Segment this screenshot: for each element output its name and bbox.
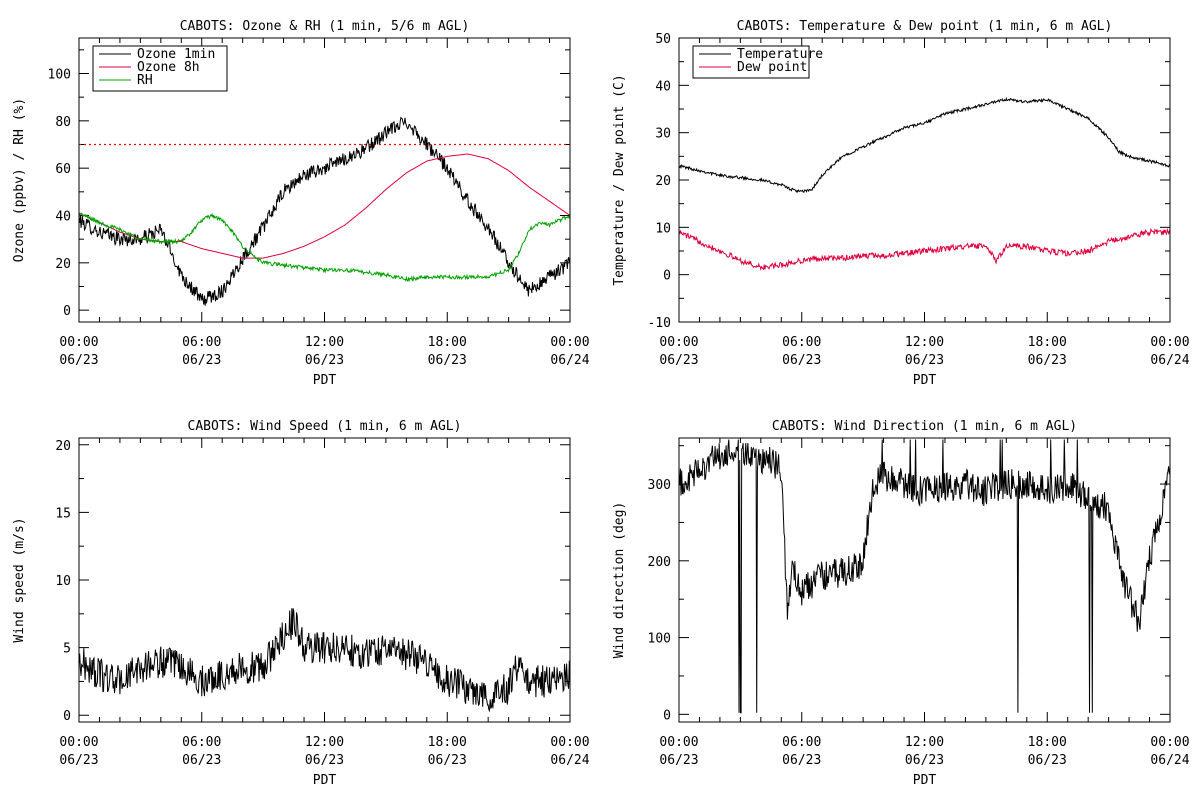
y-tick-label: 0 bbox=[663, 269, 671, 284]
plot-frame bbox=[678, 437, 1171, 723]
x-tick-label-date: 06/23 bbox=[659, 753, 698, 768]
x-tick-label-time: 18:00 bbox=[428, 335, 467, 350]
chart-title: CABOTS: Wind Direction (1 min, 6 m AGL) bbox=[772, 419, 1077, 434]
x-tick-label-time: 18:00 bbox=[1028, 335, 1067, 350]
x-tick-label-date: 06/23 bbox=[905, 353, 944, 368]
chart-title: CABOTS: Ozone & RH (1 min, 5/6 m AGL) bbox=[180, 19, 470, 34]
x-tick-label-time: 00:00 bbox=[1150, 735, 1189, 750]
series-line-main bbox=[79, 608, 570, 713]
x-tick-label-date: 06/24 bbox=[1150, 753, 1189, 768]
y-tick-label: 10 bbox=[655, 221, 671, 236]
x-tick-label-date: 06/23 bbox=[305, 753, 344, 768]
x-tick-label-time: 12:00 bbox=[305, 735, 344, 750]
y-tick-label: 20 bbox=[55, 439, 71, 454]
x-tick-label-time: 00:00 bbox=[659, 335, 698, 350]
plot-frame bbox=[78, 437, 571, 723]
series-line-ozone-1min bbox=[79, 116, 570, 306]
legend-label: Ozone 1min bbox=[137, 47, 215, 62]
legend-label: Temperature bbox=[737, 47, 823, 62]
legend-label: RH bbox=[137, 73, 153, 88]
x-tick-label-date: 06/23 bbox=[428, 753, 467, 768]
y-axis-label: Ozone (ppbv) / RH (%) bbox=[12, 98, 27, 262]
x-axis-label: PDT bbox=[913, 373, 937, 388]
y-tick-label: 0 bbox=[63, 709, 71, 724]
y-tick-label: 30 bbox=[655, 127, 671, 142]
x-tick-label-time: 00:00 bbox=[59, 735, 98, 750]
x-tick-label-time: 00:00 bbox=[550, 335, 589, 350]
y-tick-label: 20 bbox=[655, 174, 671, 189]
series-line-rh bbox=[79, 212, 570, 283]
x-tick-label-date: 06/23 bbox=[59, 753, 98, 768]
x-tick-label-time: 00:00 bbox=[550, 735, 589, 750]
series-line-main bbox=[679, 439, 1170, 714]
legend-label: Ozone 8h bbox=[137, 60, 200, 75]
x-tick-label-time: 12:00 bbox=[905, 335, 944, 350]
plot-frame bbox=[678, 37, 1171, 323]
y-tick-label: 60 bbox=[55, 162, 71, 177]
y-tick-label: 5 bbox=[63, 642, 71, 657]
x-tick-label-date: 06/23 bbox=[905, 753, 944, 768]
series-line-dew-point bbox=[679, 227, 1170, 272]
x-tick-label-date: 06/23 bbox=[782, 753, 821, 768]
x-tick-label-date: 06/23 bbox=[782, 353, 821, 368]
x-tick-label-time: 12:00 bbox=[905, 735, 944, 750]
x-tick-label-time: 06:00 bbox=[182, 735, 221, 750]
x-tick-label-time: 06:00 bbox=[782, 335, 821, 350]
y-tick-label: 15 bbox=[55, 506, 71, 521]
y-tick-label: 10 bbox=[55, 574, 71, 589]
x-tick-label-date: 06/23 bbox=[659, 353, 698, 368]
y-tick-label: 0 bbox=[663, 708, 671, 723]
x-tick-label-date: 06/24 bbox=[550, 753, 589, 768]
x-tick-label-date: 06/24 bbox=[550, 353, 589, 368]
y-tick-label: 200 bbox=[648, 555, 671, 570]
y-axis-label: Wind speed (m/s) bbox=[12, 517, 27, 642]
x-tick-label-date: 06/24 bbox=[1150, 353, 1189, 368]
chart-title: CABOTS: Wind Speed (1 min, 6 m AGL) bbox=[188, 419, 462, 434]
y-tick-label: 100 bbox=[48, 68, 71, 83]
y-axis-label: Temperature / Dew point (C) bbox=[612, 74, 627, 285]
x-tick-label-time: 00:00 bbox=[659, 735, 698, 750]
x-tick-label-time: 18:00 bbox=[428, 735, 467, 750]
x-tick-label-date: 06/23 bbox=[182, 353, 221, 368]
y-axis-label: Wind direction (deg) bbox=[612, 502, 627, 659]
x-tick-label-time: 18:00 bbox=[1028, 735, 1067, 750]
x-axis-label: PDT bbox=[313, 773, 337, 788]
x-tick-label-date: 06/23 bbox=[59, 353, 98, 368]
x-tick-label-date: 06/23 bbox=[305, 353, 344, 368]
legend-box bbox=[692, 45, 810, 79]
y-tick-label: 0 bbox=[63, 304, 71, 319]
x-tick-label-date: 06/23 bbox=[428, 353, 467, 368]
y-tick-label: 100 bbox=[648, 632, 671, 647]
y-tick-label: 300 bbox=[648, 478, 671, 493]
x-tick-label-time: 06:00 bbox=[782, 735, 821, 750]
legend-label: Dew point bbox=[737, 60, 807, 75]
x-axis-label: PDT bbox=[913, 773, 937, 788]
x-axis-label: PDT bbox=[313, 373, 337, 388]
y-tick-label: 20 bbox=[55, 257, 71, 272]
x-tick-label-date: 06/23 bbox=[182, 753, 221, 768]
x-tick-label-time: 00:00 bbox=[1150, 335, 1189, 350]
x-tick-label-date: 06/23 bbox=[1028, 353, 1067, 368]
x-tick-label-date: 06/23 bbox=[1028, 753, 1067, 768]
y-tick-label: 40 bbox=[55, 210, 71, 225]
series-line-temperature bbox=[679, 96, 1170, 194]
x-tick-label-time: 12:00 bbox=[305, 335, 344, 350]
y-tick-label: 40 bbox=[655, 79, 671, 94]
chart-title: CABOTS: Temperature & Dew point (1 min, … bbox=[737, 19, 1113, 34]
y-tick-label: 80 bbox=[55, 115, 71, 130]
y-tick-label: -10 bbox=[648, 316, 671, 331]
x-tick-label-time: 00:00 bbox=[59, 335, 98, 350]
y-tick-label: 50 bbox=[655, 32, 671, 47]
x-tick-label-time: 06:00 bbox=[182, 335, 221, 350]
plot-frame bbox=[78, 37, 571, 323]
